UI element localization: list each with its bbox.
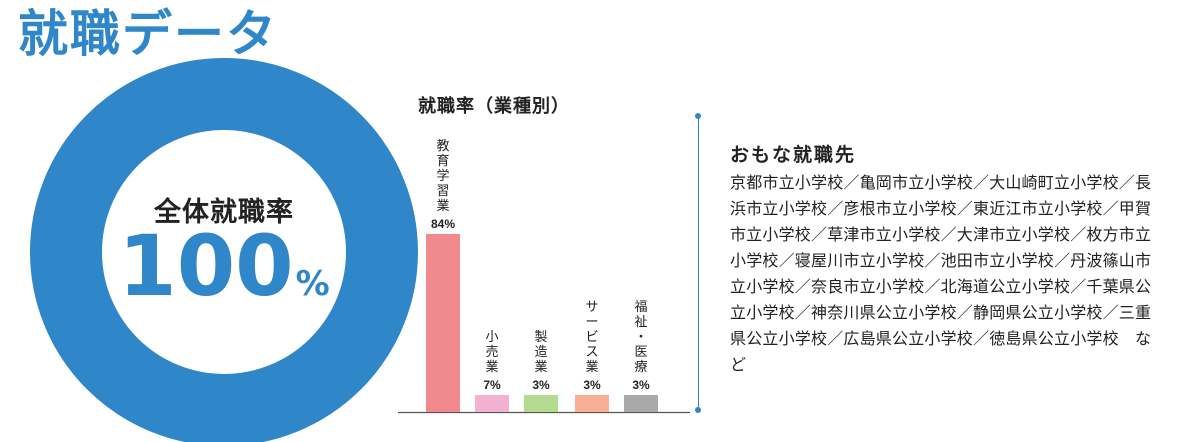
industry-bar-chart: 84% 教育学習業 7% 小売業 3% 製造業 3% サービス業 3% 福祉・医療 (398, 138, 690, 414)
bar-category-label: 製造業 (534, 330, 547, 375)
overall-rate-value-group: 100% (54, 216, 394, 316)
divider-dot-bottom (695, 407, 701, 413)
employers-heading: おもな就職先 (730, 144, 857, 166)
overall-rate-label: 全体就職率 (154, 197, 294, 228)
bar-3 (575, 395, 609, 412)
bar-4 (624, 395, 658, 412)
bar-2 (524, 395, 558, 412)
bar-0 (426, 234, 460, 412)
donut-ring (30, 58, 418, 442)
bar-chart-title: 就職率（業種別） (418, 96, 570, 117)
overall-rate-unit: % (295, 264, 330, 304)
bar-category-label: サービス業 (585, 300, 598, 375)
bar-value-label: 84% (431, 217, 455, 231)
overall-rate-value: 100 (118, 217, 294, 315)
employers-list: 京都市立小学校／亀岡市立小学校／大山崎町立小学校／長浜市立小学校／彦根市立小学校… (730, 173, 1152, 374)
overall-donut-chart (30, 58, 418, 442)
bar-value-label: 7% (483, 378, 501, 392)
bar-1 (475, 395, 509, 412)
bar-value-label: 3% (583, 378, 601, 392)
divider-line (698, 116, 699, 410)
divider-dot-top (695, 113, 701, 119)
bar-category-label: 福祉・医療 (634, 300, 647, 375)
bar-category-label: 小売業 (485, 330, 498, 375)
page-title: 就職データ (18, 5, 278, 63)
bar-value-label: 3% (532, 378, 550, 392)
bar-category-label: 教育学習業 (436, 138, 449, 214)
bar-value-label: 3% (632, 378, 650, 392)
